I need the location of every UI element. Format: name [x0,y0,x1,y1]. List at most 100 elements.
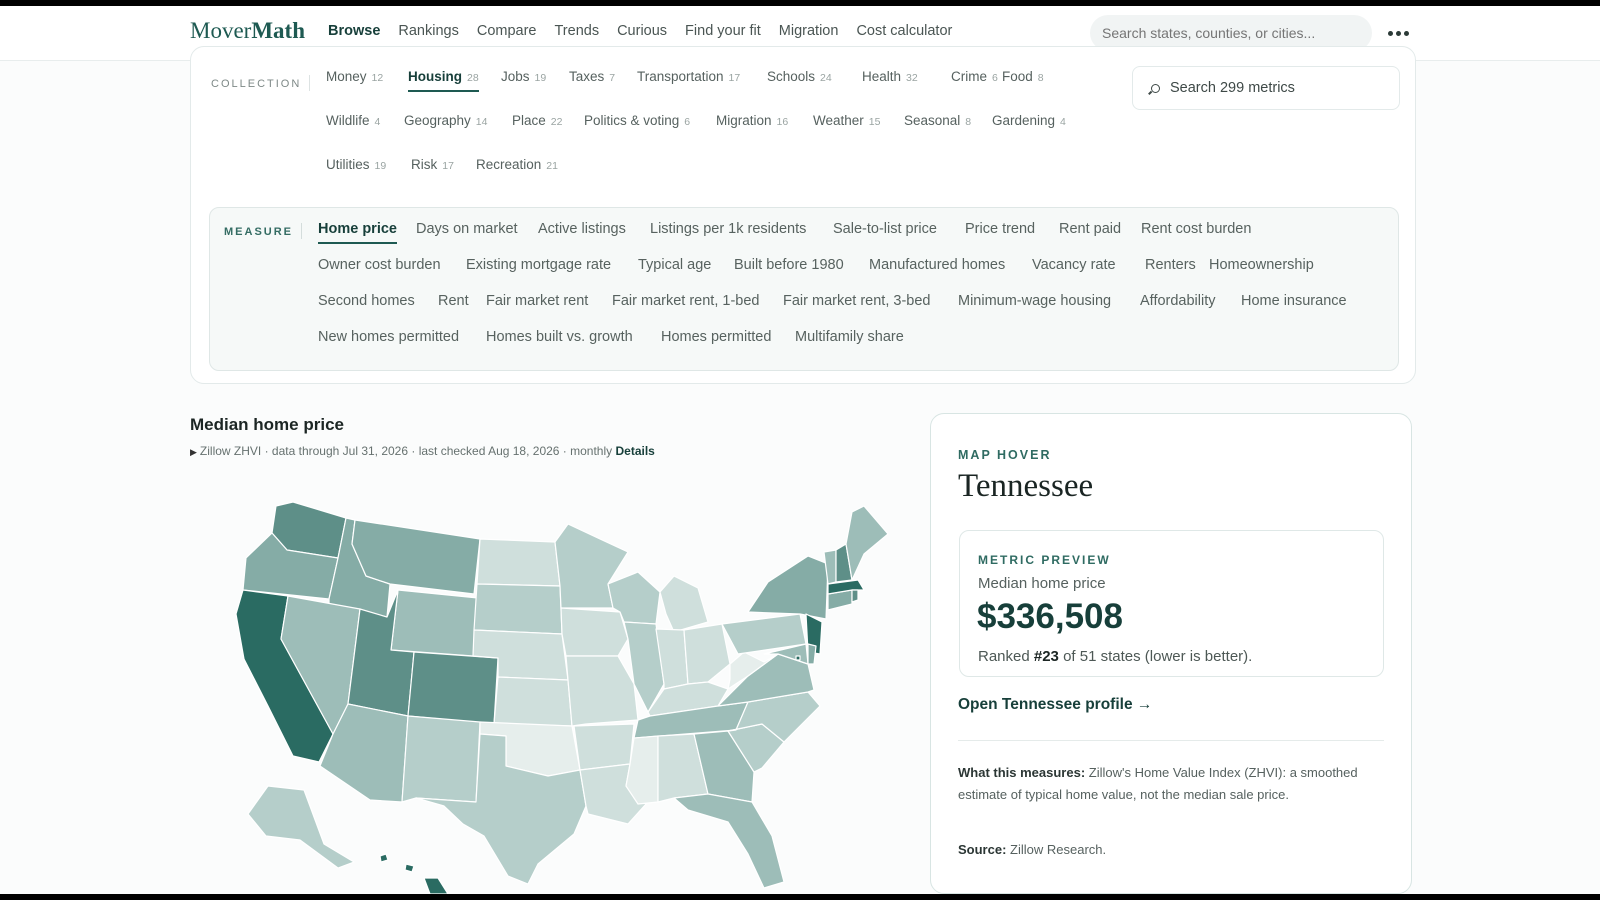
measure-built-before-1980[interactable]: Built before 1980 [734,257,844,273]
state-hi[interactable] [379,853,449,894]
measure-selector: MEASURE Home price Days on market Active… [209,207,1399,371]
nav-trends[interactable]: Trends [554,23,600,39]
measure-second-homes[interactable]: Second homes [318,293,415,309]
state-tx[interactable] [415,733,587,885]
measure-homes-permitted[interactable]: Homes permitted [661,329,772,345]
collection-chip-geography[interactable]: Geography 14 [404,113,488,128]
measure-listings-per-1k[interactable]: Listings per 1k residents [650,221,807,237]
measure-homeownership[interactable]: Homeownership [1209,257,1314,273]
measure-new-homes-permitted[interactable]: New homes permitted [318,329,460,345]
measure-affordability[interactable]: Affordability [1140,293,1216,309]
measure-manufactured-homes[interactable]: Manufactured homes [869,257,1006,273]
measure-multifamily-share[interactable]: Multifamily share [795,329,904,345]
movermath-logo[interactable]: MoverMath [190,18,305,43]
collection-chip-utilities[interactable]: Utilities 19 [326,157,387,172]
state-co[interactable] [407,651,499,725]
main-nav-links: Browse Rankings Compare Trends Curious F… [328,23,952,39]
state-mo[interactable] [565,655,639,727]
state-nd[interactable] [476,538,561,587]
collection-chip-health[interactable]: Health 32 [862,69,918,84]
collection-chip-migration[interactable]: Migration 16 [716,113,789,128]
measure-fair-market-rent[interactable]: Fair market rent [486,293,589,309]
nav-compare[interactable]: Compare [476,23,537,39]
state-mi[interactable] [659,575,709,633]
state-oh[interactable] [683,623,731,685]
more-dots-icon[interactable] [1380,18,1416,48]
nav-cost-calculator[interactable]: Cost calculator [856,23,953,39]
collection-chip-taxes[interactable]: Taxes 7 [569,69,616,84]
measure-rent[interactable]: Rent [438,293,469,309]
measure-typical-age[interactable]: Typical age [638,257,712,273]
map-hover-label: MAP HOVER [958,448,1052,462]
measure-vacancy-rate[interactable]: Vacancy rate [1032,257,1116,273]
measure-fmr-3-bed[interactable]: Fair market rent, 3-bed [783,293,931,309]
measure-minimum-wage-housing[interactable]: Minimum-wage housing [958,293,1112,309]
state-ri[interactable] [851,589,859,603]
measure-days-on-market[interactable]: Days on market [416,221,518,237]
state-wy[interactable] [390,589,479,657]
collection-chip-risk[interactable]: Risk 17 [411,157,454,172]
metric-preview-label: METRIC PREVIEW [978,553,1111,567]
collection-chip-jobs[interactable]: Jobs 19 [501,69,547,84]
disclosure-triangle-icon[interactable]: ▶ [190,447,197,457]
collection-chip-money[interactable]: Money 12 [326,69,384,84]
measure-home-price[interactable]: Home price [318,221,397,244]
state-fl[interactable] [673,793,785,889]
state-ia[interactable] [560,607,629,657]
state-wv[interactable] [727,651,779,690]
metric-preview-name: Median home price [978,575,1106,592]
map-hover-card: MAP HOVER Tennessee METRIC PREVIEW Media… [930,413,1412,894]
collection-chip-housing[interactable]: Housing 28 [408,69,479,92]
nav-migration[interactable]: Migration [778,23,839,39]
state-ks[interactable] [493,676,573,727]
measure-price-trend[interactable]: Price trend [965,221,1036,237]
metric-search-placeholder: Search 299 metrics [1170,80,1295,96]
state-sd[interactable] [473,583,563,635]
collection-chip-wildlife[interactable]: Wildlife 4 [326,113,381,128]
measure-active-listings[interactable]: Active listings [538,221,626,237]
metric-search-box[interactable]: Search 299 metrics [1132,66,1400,110]
state-ak[interactable] [247,785,355,869]
measure-homes-built-vs-growth[interactable]: Homes built vs. growth [486,329,633,345]
nav-find-your-fit[interactable]: Find your fit [685,23,761,39]
card-divider [958,740,1384,741]
collection-chip-food[interactable]: Food 8 [1002,69,1044,84]
collection-chip-seasonal[interactable]: Seasonal 8 [904,113,972,128]
state-ny[interactable] [747,555,829,620]
measure-rent-cost-burden[interactable]: Rent cost burden [1141,221,1252,237]
metric-description: What this measures: Zillow's Home Value … [958,765,1358,802]
nav-rankings[interactable]: Rankings [398,23,459,39]
collection-chip-gardening[interactable]: Gardening 4 [992,113,1066,128]
collection-chip-recreation[interactable]: Recreation 21 [476,157,558,172]
state-me[interactable] [845,505,889,581]
metric-preview-value: $336,508 [977,597,1123,636]
measure-rent-paid[interactable]: Rent paid [1059,221,1122,237]
app-screen: MoverMath Browse Rankings Compare Trends… [0,6,1600,894]
open-state-profile-link[interactable]: Open Tennessee profile → [958,696,1153,713]
state-nm[interactable] [401,715,481,803]
measure-home-insurance[interactable]: Home insurance [1241,293,1347,309]
us-choropleth-map[interactable] [188,484,908,894]
measure-fmr-1-bed[interactable]: Fair market rent, 1-bed [612,293,760,309]
nav-curious[interactable]: Curious [617,23,668,39]
metric-source: Source: Zillow Research. [958,842,1107,857]
details-link[interactable]: Details [615,444,655,458]
measure-existing-mortgage-rate[interactable]: Existing mortgage rate [466,257,612,273]
collection-divider [309,75,310,91]
collection-chip-politics-voting[interactable]: Politics & voting 6 [584,113,691,128]
state-dc[interactable] [795,655,801,661]
collection-chip-crime[interactable]: Crime 6 [951,69,998,84]
measure-renters[interactable]: Renters [1145,257,1196,273]
hovered-state-name: Tennessee [958,468,1094,504]
nav-browse[interactable]: Browse [328,23,381,39]
state-ar[interactable] [573,723,635,771]
collection-chip-place[interactable]: Place 22 [512,113,563,128]
measure-sale-to-list[interactable]: Sale-to-list price [833,221,937,237]
measure-label: MEASURE [224,226,294,238]
measure-owner-cost-burden[interactable]: Owner cost burden [318,257,441,273]
state-de[interactable] [807,643,817,665]
collection-chip-schools[interactable]: Schools 24 [767,69,832,84]
global-search-input[interactable] [1090,15,1372,51]
collection-chip-transportation[interactable]: Transportation 17 [637,69,741,84]
collection-chip-weather[interactable]: Weather 15 [813,113,881,128]
